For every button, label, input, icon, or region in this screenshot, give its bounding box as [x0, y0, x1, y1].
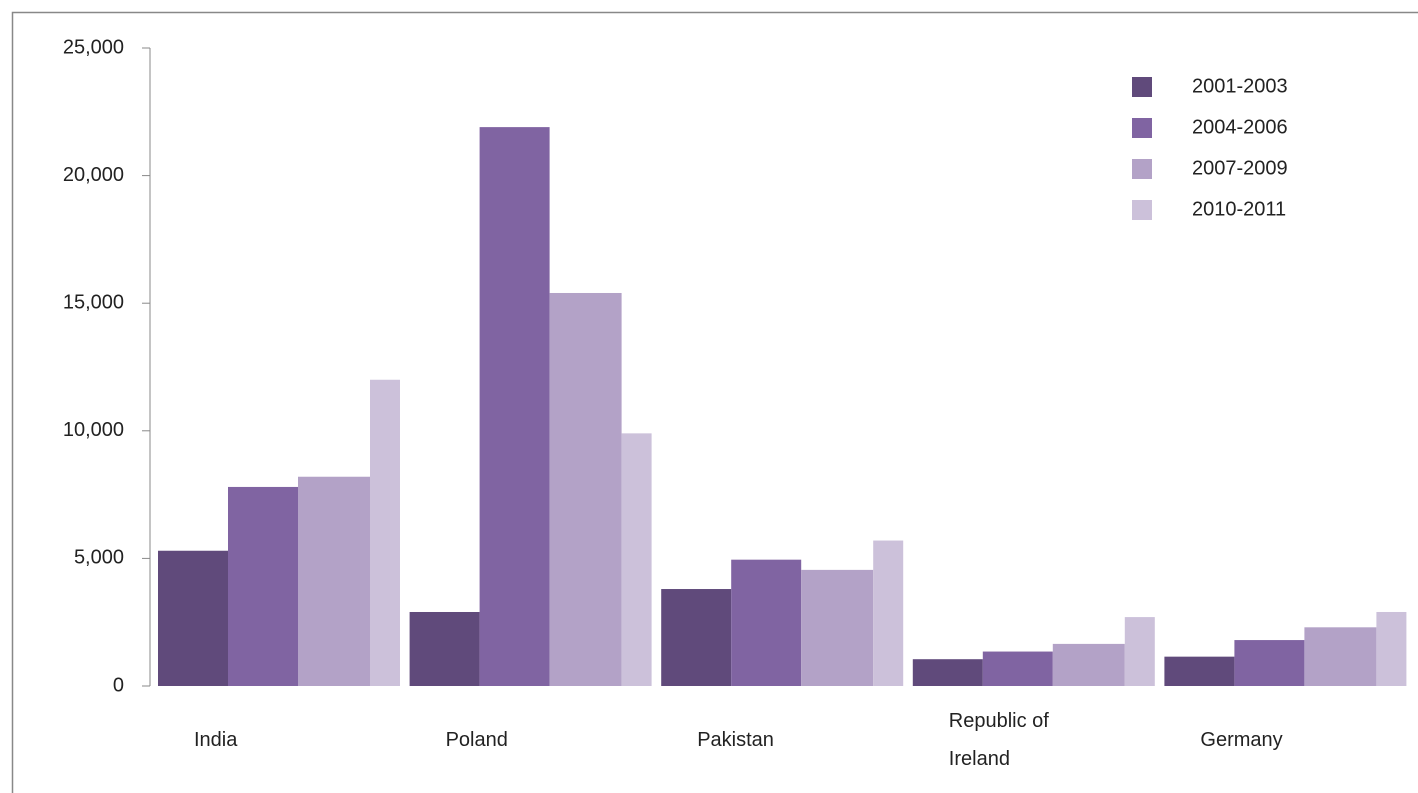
- bar: [982, 651, 1053, 686]
- bar: [1304, 627, 1377, 686]
- bar: [1164, 656, 1235, 686]
- x-tick-label: Pakistan: [697, 729, 774, 751]
- legend-swatch: [1132, 159, 1152, 179]
- bar: [621, 433, 652, 686]
- y-tick-label: 20,000: [63, 164, 124, 186]
- legend-label: 2007-2009: [1192, 157, 1288, 179]
- legend-swatch: [1132, 200, 1152, 220]
- bar: [731, 559, 802, 686]
- x-tick-label: Republic of Ireland: [948, 710, 1049, 770]
- x-tick-label: India: [194, 729, 238, 751]
- bar: [409, 611, 480, 686]
- bar: [228, 486, 298, 686]
- bar: [912, 659, 983, 686]
- bar: [370, 379, 400, 686]
- legend-label: 2010-2011: [1192, 198, 1286, 220]
- bar: [801, 569, 874, 686]
- chart-border: [11, 11, 1418, 793]
- bar: [873, 540, 904, 686]
- bar: [1052, 643, 1125, 686]
- bar: [479, 127, 550, 686]
- bar: [1376, 611, 1407, 686]
- legend-label: 2004-2006: [1192, 116, 1288, 138]
- legend-swatch: [1132, 118, 1152, 138]
- y-tick-label: 25,000: [63, 36, 124, 58]
- legend-label: 2001-2003: [1192, 75, 1288, 97]
- bar: [298, 476, 370, 686]
- y-tick-label: 10,000: [63, 419, 124, 441]
- bar: [549, 292, 622, 686]
- bar: [1124, 617, 1155, 686]
- x-tick-label: Poland: [445, 729, 508, 751]
- bar: [661, 589, 732, 686]
- bar: [158, 550, 228, 686]
- legend-swatch: [1132, 77, 1152, 97]
- bar: [1234, 640, 1305, 686]
- y-tick-label: 0: [113, 674, 124, 696]
- y-tick-label: 5,000: [74, 547, 124, 569]
- x-tick-label: Germany: [1200, 729, 1283, 751]
- y-tick-label: 15,000: [63, 291, 124, 313]
